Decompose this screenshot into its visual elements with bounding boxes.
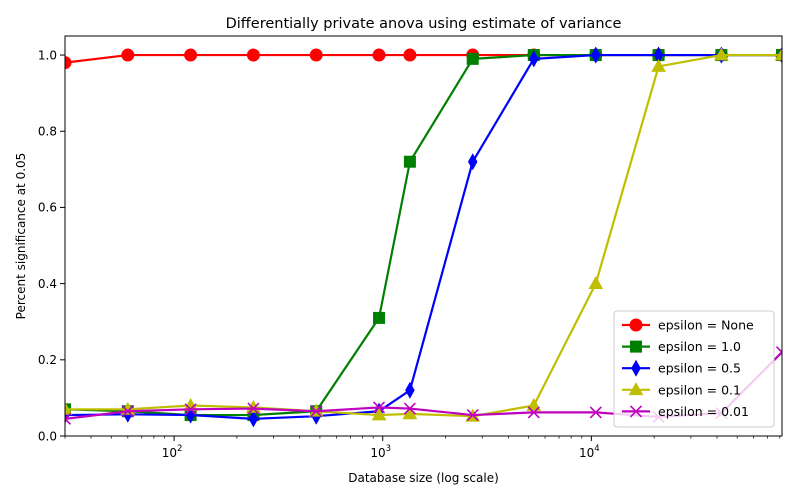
x-tick-label-1: 103: [370, 444, 391, 460]
data-point-4-2: [184, 403, 197, 416]
data-point-1-6: [403, 155, 416, 168]
legend-marker-1: [630, 340, 642, 353]
legend-entry-1: epsilon = 1.0: [622, 339, 741, 354]
data-point-0-4: [309, 48, 323, 62]
legend-marker-4: [629, 405, 643, 418]
data-point-2-9: [590, 46, 601, 64]
y-tick-label-5: 1.0: [38, 48, 57, 62]
data-point-4-12: [775, 346, 782, 359]
legend: epsilon = None epsilon = 1.0 epsilon = 0.5…: [613, 310, 775, 428]
y-tick-label-2: 0.4: [38, 277, 57, 291]
data-point-1-5: [373, 311, 386, 324]
data-point-4-4: [310, 405, 323, 418]
data-point-2-6: [405, 381, 415, 399]
x-axis: 102 103 104: [64, 436, 781, 460]
data-point-3-12: [774, 47, 782, 61]
legend-label-2: epsilon = 0.5: [658, 361, 741, 376]
y-tick-label-3: 0.6: [38, 201, 57, 215]
data-point-3-6: [402, 406, 418, 420]
data-point-3-0: [65, 401, 73, 415]
data-point-3-9: [588, 276, 604, 289]
data-point-4-8: [527, 406, 540, 419]
data-point-0-5: [372, 48, 386, 62]
x-axis-title: Database size (log scale): [348, 471, 499, 485]
axes-frame: [64, 35, 783, 437]
data-point-4-7: [466, 408, 479, 422]
chart-title: Differentially private anova using estim…: [226, 16, 622, 32]
y-tick-label-1: 0.2: [38, 353, 57, 367]
y-tick-label-0: 0.0: [38, 429, 57, 443]
legend-label-3: epsilon = 0.1: [658, 382, 741, 397]
data-point-3-11: [714, 47, 729, 61]
legend-entry-3: epsilon = 0.1: [622, 382, 741, 397]
data-point-1-7: [466, 52, 479, 65]
legend-entry-2: epsilon = 0.5: [622, 359, 741, 377]
data-point-0-2: [184, 48, 198, 62]
data-point-0-1: [121, 48, 135, 62]
legend-box: [613, 310, 775, 428]
y-axis-title: Percent significance at 0.05: [14, 153, 28, 320]
data-point-2-3: [248, 410, 259, 428]
data-point-3-10: [651, 58, 666, 72]
data-point-2-7: [467, 153, 478, 171]
x-tick-label-0: 102: [162, 444, 183, 460]
legend-entry-0: epsilon = None: [622, 318, 754, 333]
data-point-4-6: [403, 402, 416, 415]
legend-marker-0: [629, 318, 643, 332]
data-point-4-1: [121, 405, 134, 418]
legend-entry-4: epsilon = 0.01: [622, 404, 749, 419]
legend-marker-3: [628, 382, 644, 396]
data-point-4-0: [65, 412, 72, 425]
data-point-0-3: [246, 48, 260, 62]
legend-marker-2: [631, 359, 641, 377]
data-point-3-8: [526, 398, 542, 411]
legend-label-0: epsilon = None: [658, 318, 754, 333]
series-3: [65, 47, 782, 422]
data-point-4-9: [589, 406, 602, 419]
legend-label-1: epsilon = 1.0: [658, 339, 741, 354]
data-point-3-5: [371, 407, 387, 421]
legend-label-4: epsilon = 0.01: [658, 404, 749, 419]
x-tick-label-2: 104: [579, 444, 600, 460]
data-point-2-8: [529, 50, 539, 68]
data-point-0-0: [65, 56, 72, 70]
data-point-4-5: [372, 401, 386, 414]
y-tick-label-4: 0.8: [38, 125, 57, 139]
data-point-0-6: [403, 48, 417, 62]
data-point-4-3: [247, 402, 260, 415]
y-axis: 0.0 0.2 0.4 0.6 0.8 1.0: [38, 48, 65, 443]
